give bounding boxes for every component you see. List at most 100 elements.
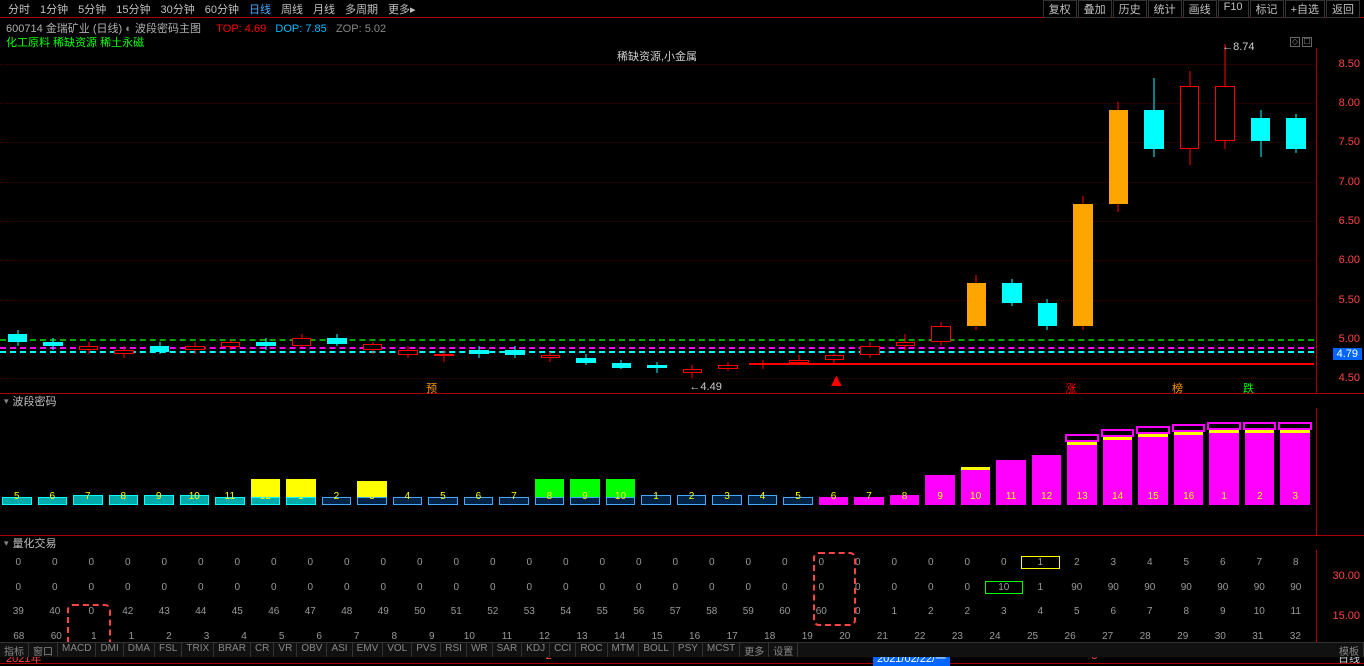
quant-cell: 42 bbox=[110, 606, 147, 617]
bar-number: 7 bbox=[73, 491, 103, 502]
tool-button[interactable]: 标记 bbox=[1250, 0, 1284, 18]
candle bbox=[967, 47, 987, 393]
tool-button[interactable]: 返回 bbox=[1326, 0, 1360, 18]
tool-button[interactable]: 叠加 bbox=[1078, 0, 1112, 18]
indicator-tab[interactable]: RSI bbox=[441, 643, 467, 657]
right-tools: 复权叠加历史统计画线F10标记+自选返回 bbox=[1043, 0, 1360, 18]
quant-cell: 4 bbox=[225, 631, 263, 642]
timeframe-tab[interactable]: 更多▸ bbox=[384, 1, 420, 17]
quant-cell: 90 bbox=[1168, 582, 1205, 593]
timeframe-tab[interactable]: 60分钟 bbox=[201, 1, 243, 17]
indicator-tab[interactable]: CR bbox=[251, 643, 274, 657]
indicator-tab[interactable]: TRIX bbox=[182, 643, 214, 657]
quant-cell: 0 bbox=[146, 557, 183, 568]
indicator-tab[interactable]: PSY bbox=[674, 643, 703, 657]
quant-cell: 0 bbox=[365, 582, 402, 593]
indicator-tab[interactable]: ASI bbox=[327, 643, 352, 657]
main-chart[interactable]: 稀缺资源,小金属 4.79←8.74←4.49预涨榜跌▲ 8.508.007.5… bbox=[0, 48, 1364, 394]
tool-button[interactable]: 统计 bbox=[1148, 0, 1182, 18]
chart-annotation: 榜 bbox=[1172, 380, 1183, 396]
candle bbox=[221, 47, 241, 393]
candle bbox=[1144, 47, 1164, 393]
indicator-tab[interactable]: ROC bbox=[576, 643, 607, 657]
bar-number: 7 bbox=[854, 491, 884, 502]
indicator-tab[interactable]: OBV bbox=[297, 643, 327, 657]
timeframe-tab[interactable]: 1分钟 bbox=[36, 1, 72, 17]
quant-cell: 11 bbox=[1278, 606, 1315, 617]
collapse-icon[interactable]: ▾ bbox=[4, 538, 9, 549]
candle bbox=[1180, 47, 1200, 393]
sub2-panel[interactable]: 0000000000000000000000000000123456780000… bbox=[0, 550, 1364, 650]
indicator-tab[interactable]: VOL bbox=[383, 643, 412, 657]
quant-cell: 6 bbox=[300, 631, 338, 642]
candle bbox=[683, 47, 703, 393]
sub1-panel[interactable]: 5678910111212345678910123456789101112131… bbox=[0, 408, 1364, 536]
tool-button[interactable]: +自选 bbox=[1285, 0, 1325, 18]
quant-cell: 2 bbox=[1059, 557, 1096, 568]
candle bbox=[1073, 47, 1093, 393]
indicator-tab[interactable]: MACD bbox=[58, 643, 96, 657]
timeframe-tab[interactable]: 周线 bbox=[277, 1, 307, 17]
quant-cell: 0 bbox=[219, 557, 256, 568]
candle bbox=[292, 47, 312, 393]
timeframe-tab[interactable]: 月线 bbox=[309, 1, 339, 17]
candle bbox=[647, 47, 667, 393]
indicator-tab[interactable]: BRAR bbox=[214, 643, 251, 657]
timeframe-tab[interactable]: 分时 bbox=[4, 1, 34, 17]
quant-cell: 0 bbox=[511, 582, 548, 593]
indicator-tab[interactable]: MTM bbox=[608, 643, 640, 657]
tool-button[interactable]: 画线 bbox=[1183, 0, 1217, 18]
quant-cell: 0 bbox=[256, 557, 293, 568]
quant-cell: 0 bbox=[292, 557, 329, 568]
indicator-tab[interactable]: PVS bbox=[412, 643, 441, 657]
timeframe-tab[interactable]: 30分钟 bbox=[157, 1, 199, 17]
quant-cell: 22 bbox=[901, 631, 939, 642]
indicator-tab[interactable]: FSL bbox=[155, 643, 182, 657]
quant-cell: 0 bbox=[657, 582, 694, 593]
bar-number: 9 bbox=[570, 491, 600, 502]
sub1-header: ▾ 波段密码 bbox=[0, 394, 1364, 408]
arrow-marker: ▲ bbox=[827, 370, 845, 391]
indicator-tab[interactable]: VR bbox=[274, 643, 297, 657]
indicator-tab[interactable]: 窗口 bbox=[29, 643, 58, 657]
indicator-tab[interactable]: MCST bbox=[703, 643, 740, 657]
indicator-tab[interactable]: 更多 bbox=[740, 643, 769, 657]
indicator-tab[interactable]: DMI bbox=[96, 643, 123, 657]
restore-icon[interactable]: ◇ bbox=[1290, 37, 1300, 47]
tool-button[interactable]: 历史 bbox=[1113, 0, 1147, 18]
quant-cell: 12 bbox=[526, 631, 564, 642]
indicator-tab[interactable]: KDJ bbox=[522, 643, 550, 657]
indicator-tab[interactable]: 指标 bbox=[0, 643, 29, 657]
indicator-tab[interactable]: WR bbox=[467, 643, 493, 657]
bar-number: 2 bbox=[677, 491, 707, 502]
quant-cell: 0 bbox=[840, 606, 877, 617]
indicator-tab[interactable]: EMV bbox=[353, 643, 384, 657]
timeframe-tab[interactable]: 日线 bbox=[245, 1, 275, 17]
candle bbox=[718, 47, 738, 393]
quant-cell: 11 bbox=[488, 631, 526, 642]
quant-cell: 0 bbox=[73, 582, 110, 593]
timeframe-tab[interactable]: 5分钟 bbox=[74, 1, 110, 17]
indicator-tab[interactable]: SAR bbox=[493, 643, 523, 657]
collapse-icon[interactable]: ▾ bbox=[4, 396, 9, 407]
stock-period: 日线 bbox=[97, 23, 119, 35]
indicator-tab[interactable]: BOLL bbox=[639, 643, 674, 657]
indicator-tab[interactable]: DMA bbox=[124, 643, 155, 657]
quant-cell: 0 bbox=[37, 582, 74, 593]
quant-cell: 0 bbox=[913, 557, 950, 568]
timeframe-tab[interactable]: 多周期 bbox=[341, 1, 382, 17]
bar-number: 11 bbox=[996, 491, 1026, 502]
timeframe-tab[interactable]: 15分钟 bbox=[112, 1, 154, 17]
candle bbox=[825, 47, 845, 393]
indicator-tab[interactable]: 设置 bbox=[769, 643, 798, 657]
chart-annotation: 跌 bbox=[1243, 380, 1254, 396]
tool-button[interactable]: F10 bbox=[1218, 0, 1249, 18]
bar-number: 8 bbox=[109, 491, 139, 502]
template-button[interactable]: 模板 bbox=[1335, 643, 1364, 657]
sub2-title: 量化交易 bbox=[13, 535, 57, 551]
bar-number: 2 bbox=[1245, 491, 1275, 502]
close-icon[interactable]: ☐ bbox=[1302, 37, 1312, 47]
tool-button[interactable]: 复权 bbox=[1043, 0, 1077, 18]
indicator-tab[interactable]: CCI bbox=[550, 643, 576, 657]
quant-cell: 0 bbox=[110, 582, 147, 593]
